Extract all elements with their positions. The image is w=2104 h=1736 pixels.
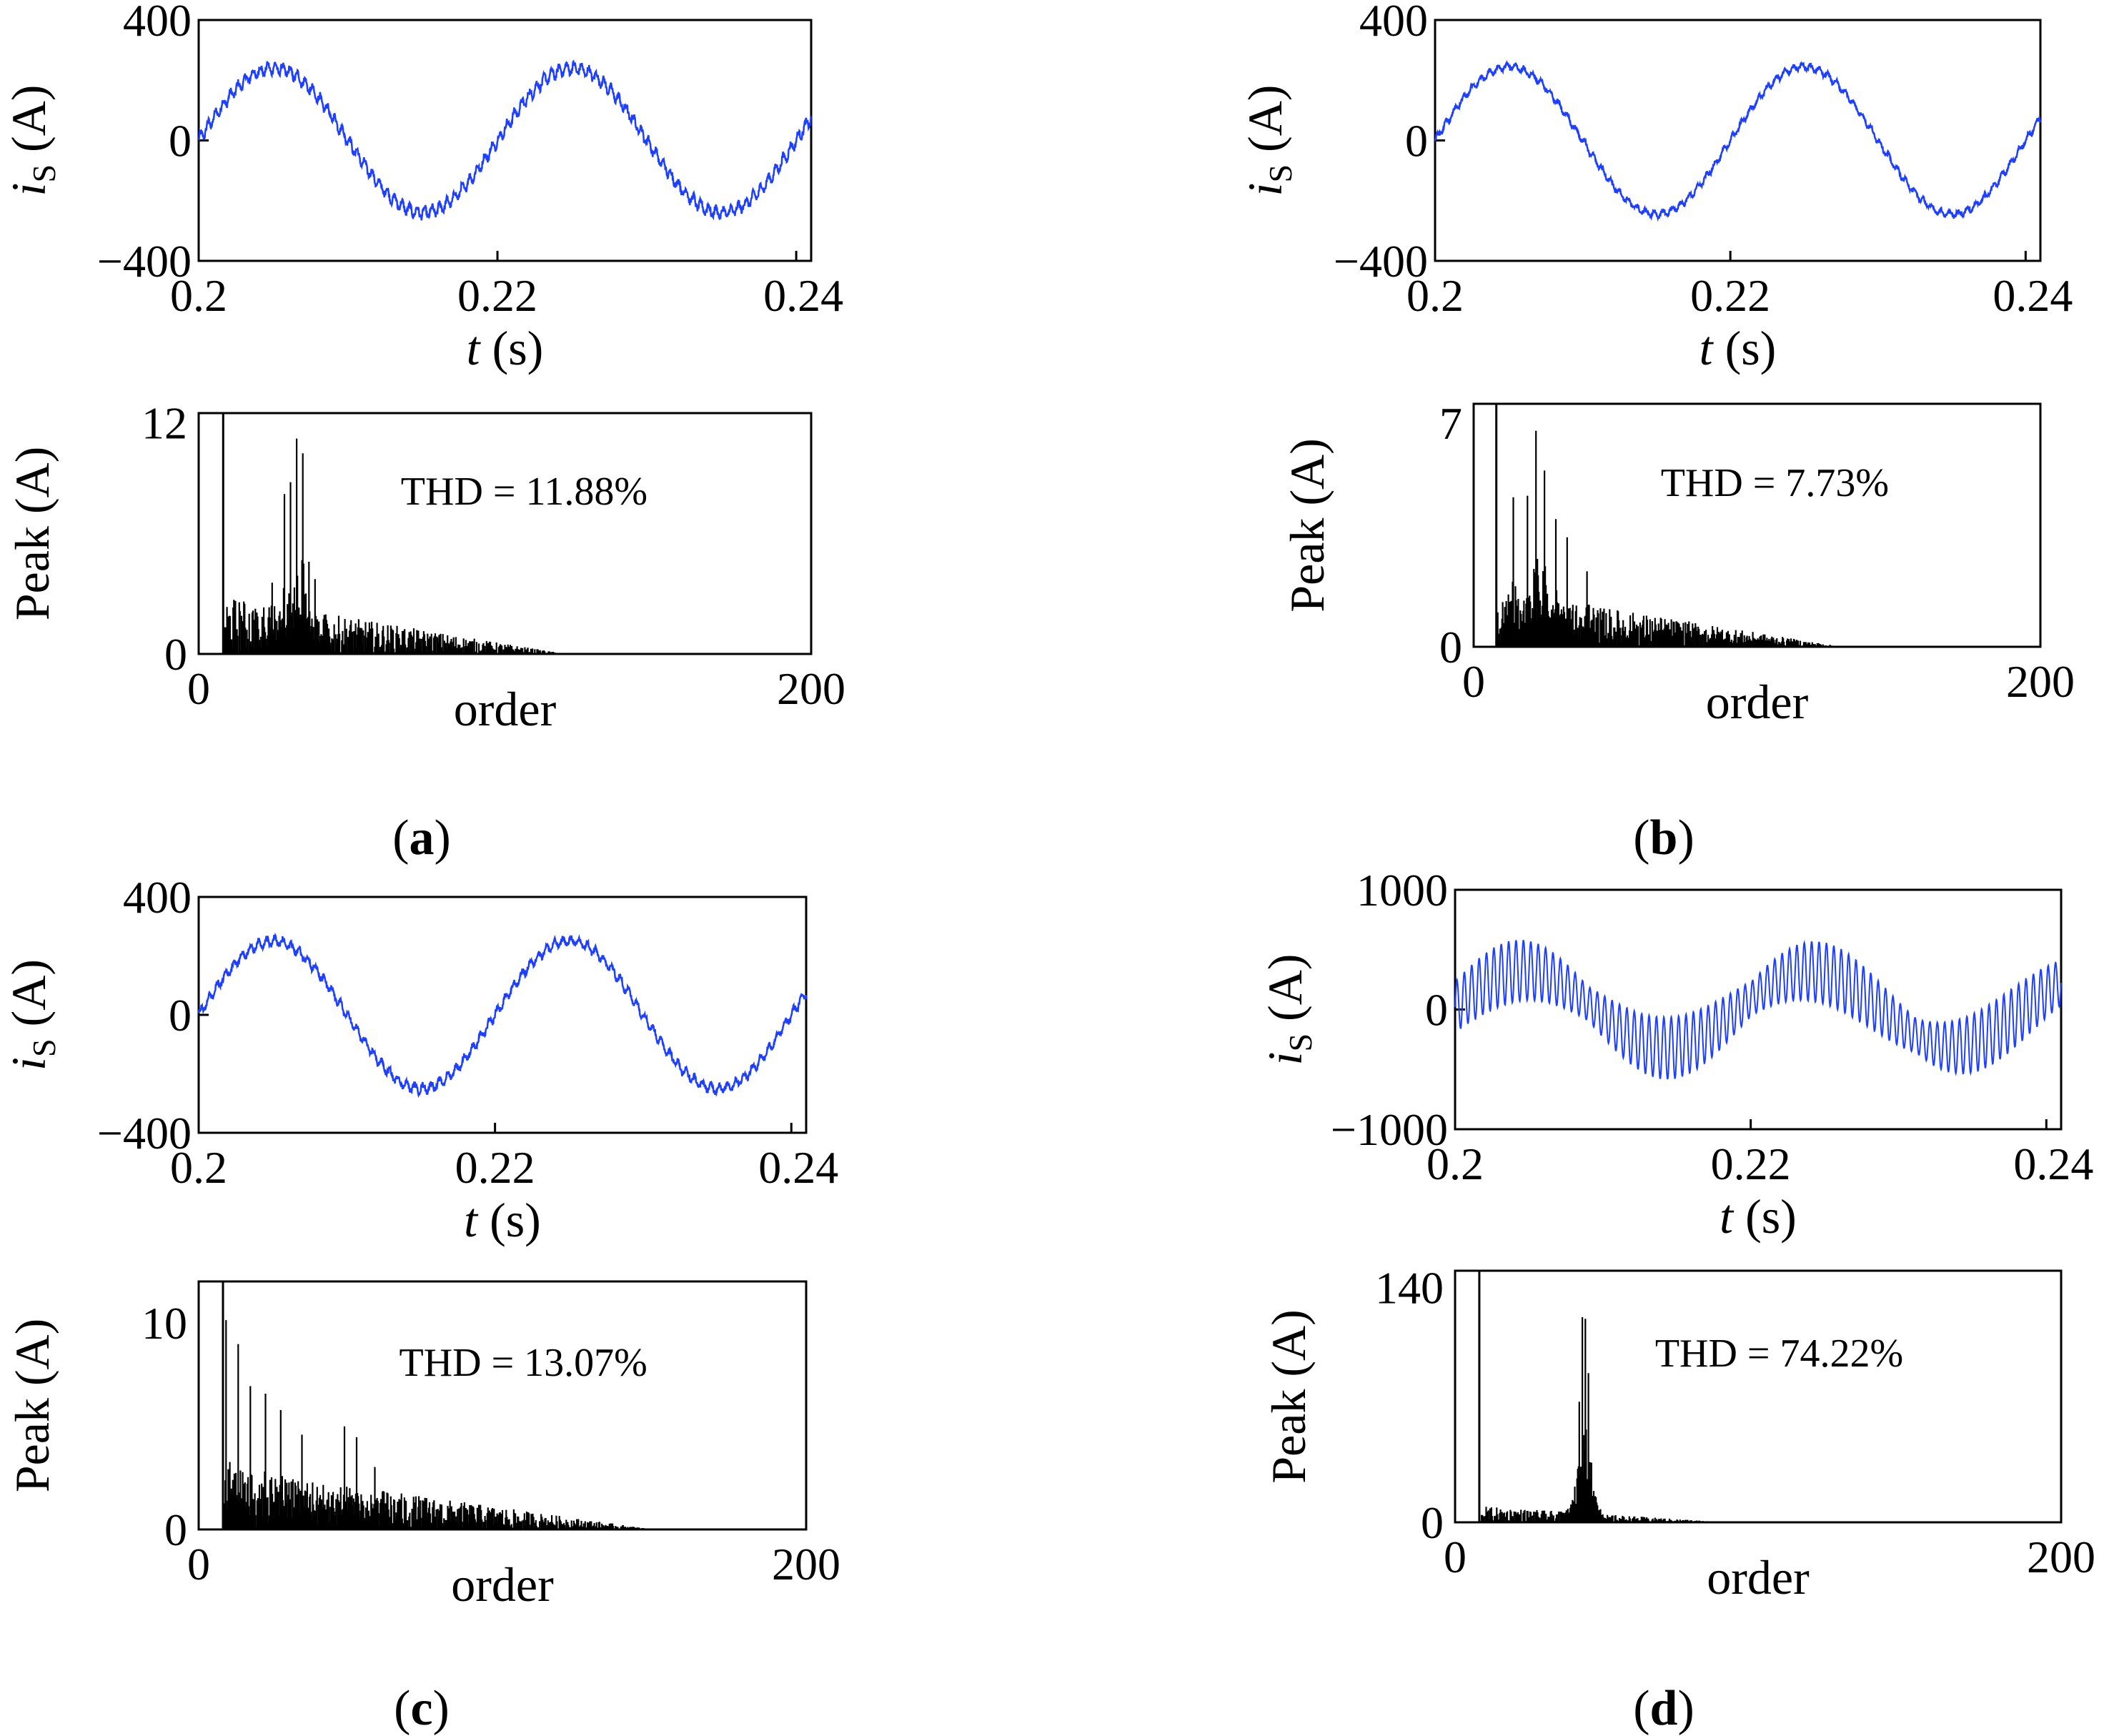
x-tick-label: 0.24 xyxy=(2013,1139,2093,1189)
plot-frame xyxy=(197,896,808,1134)
x-axis-label: t (s) xyxy=(464,1193,541,1247)
plot-frame xyxy=(1434,19,2042,262)
x-tick-label: 200 xyxy=(777,663,845,714)
y-axis-label: iS (A) xyxy=(1238,85,1299,197)
x-tick-label: 0.22 xyxy=(455,1142,535,1193)
caption-c: (c) xyxy=(394,1681,450,1736)
y-axis-label: iS (A) xyxy=(1258,954,1319,1066)
y-tick-label: 0 xyxy=(169,116,192,167)
waveform-chart-b: 0.2 0.22 0.24 400 0 −400 t (s) iS (A) xyxy=(1238,0,2073,375)
x-axis-label: order xyxy=(451,1557,554,1612)
y-tick-label: 400 xyxy=(123,872,192,923)
y-tick-label: −1000 xyxy=(1331,1104,1448,1155)
y-axis-label: Peak (A) xyxy=(5,1319,59,1493)
x-tick-label: 200 xyxy=(2027,1532,2095,1582)
caption-a: (a) xyxy=(392,810,451,865)
spectrum-chart-c: 0 200 10 0 order Peak (A) THD = 13.07% xyxy=(5,1280,840,1612)
x-tick-label: 0.2 xyxy=(170,270,227,321)
y-axis-label: iS (A) xyxy=(1,959,62,1071)
y-tick-label: 12 xyxy=(142,397,187,448)
x-tick-label: 200 xyxy=(772,1539,840,1589)
x-tick-label: 0.24 xyxy=(758,1142,838,1193)
x-tick-label: 0 xyxy=(187,663,210,714)
x-axis-label: t (s) xyxy=(1699,321,1777,375)
spectrum-chart-d: 0 200 140 0 order Peak (A) THD = 74.22% xyxy=(1261,1262,2095,1604)
x-tick-label: 0 xyxy=(1462,656,1485,707)
series-line-iS xyxy=(1454,939,2062,1080)
thd-annotation: THD = 74.22% xyxy=(1655,1331,1903,1376)
plot-frame xyxy=(1454,888,2063,1131)
waveform-chart-d: 0.2 0.22 0.24 1000 0 −1000 t (s) iS (A) xyxy=(1258,865,2093,1244)
y-axis-label: Peak (A) xyxy=(1261,1309,1316,1484)
caption-b: (b) xyxy=(1633,810,1694,865)
y-tick-label: 0 xyxy=(164,1504,187,1555)
y-axis-label: iS (A) xyxy=(1,85,62,197)
y-tick-label: −400 xyxy=(1334,236,1428,287)
y-tick-label: 0 xyxy=(1421,1497,1444,1548)
x-axis-label: t (s) xyxy=(1720,1189,1797,1244)
x-tick-label: 0.2 xyxy=(1426,1139,1484,1189)
y-axis-label: Peak (A) xyxy=(1280,438,1334,612)
x-tick-label: 0.2 xyxy=(1406,270,1464,321)
x-tick-label: 0.24 xyxy=(1993,270,2073,321)
y-tick-label: 400 xyxy=(123,0,192,46)
y-tick-label: 0 xyxy=(1425,985,1448,1036)
y-tick-label: 0 xyxy=(1439,622,1462,673)
x-tick-label: 0 xyxy=(1444,1532,1467,1582)
y-tick-label: 400 xyxy=(1359,0,1428,46)
plot-frame xyxy=(197,19,813,262)
thd-annotation: THD = 11.88% xyxy=(401,470,647,514)
x-axis-label: t (s) xyxy=(467,321,544,375)
y-tick-label: 1000 xyxy=(1356,865,1448,916)
y-tick-label: 7 xyxy=(1439,398,1462,449)
series-line-iS xyxy=(197,932,808,1098)
y-tick-label: 0 xyxy=(169,990,192,1041)
x-tick-label: 200 xyxy=(2006,656,2075,707)
y-tick-label: −400 xyxy=(97,1108,192,1159)
x-tick-label: 0.24 xyxy=(763,270,843,321)
x-axis-label: order xyxy=(1707,1550,1810,1604)
caption-d: (d) xyxy=(1633,1681,1694,1736)
y-tick-label: 0 xyxy=(1405,116,1428,167)
plot-frame xyxy=(1454,1269,2063,1524)
y-tick-label: 140 xyxy=(1375,1262,1444,1313)
x-tick-label: 0.22 xyxy=(1690,270,1770,321)
y-axis-label: Peak (A) xyxy=(5,447,59,621)
y-tick-label: 10 xyxy=(142,1298,187,1349)
thd-annotation: THD = 7.73% xyxy=(1661,461,1889,505)
x-axis-label: order xyxy=(454,682,557,736)
spectrum-chart-b: 0 200 7 0 order Peak (A) THD = 7.73% xyxy=(1280,398,2075,729)
thd-annotation: THD = 13.07% xyxy=(400,1341,647,1385)
x-tick-label: 0 xyxy=(187,1539,210,1589)
spectrum-chart-a: 0 200 12 0 order Peak (A) THD = 11.88% xyxy=(5,397,845,736)
waveform-chart-c: 0.2 0.22 0.24 400 0 −400 t (s) iS (A) xyxy=(1,872,838,1247)
waveform-chart-a: 0.2 0.22 0.24 400 0 −400 t (s) iS (A) xyxy=(1,0,843,375)
series-line-iS xyxy=(198,59,812,221)
y-tick-label: −400 xyxy=(97,236,192,287)
x-tick-label: 0.22 xyxy=(457,270,537,321)
y-tick-label: 0 xyxy=(164,629,187,680)
series-line-iS xyxy=(1434,59,2042,222)
x-tick-label: 0.2 xyxy=(170,1142,227,1193)
x-axis-label: order xyxy=(1706,675,1809,729)
x-tick-label: 0.22 xyxy=(1711,1139,1791,1189)
